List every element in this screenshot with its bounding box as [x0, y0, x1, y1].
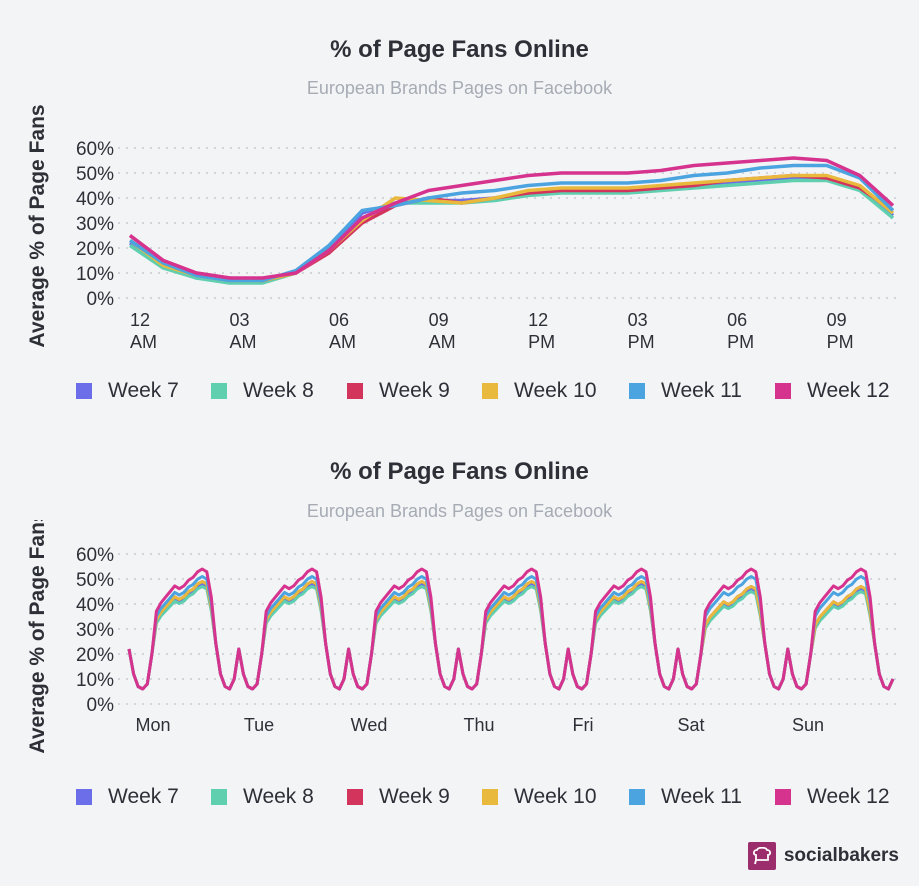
series-line	[128, 173, 895, 283]
legend-2: Week 7 Week 8 Week 9 Week 10 Week 11 Week 12	[76, 785, 905, 809]
x-tick-label: Sun	[792, 715, 824, 735]
y-tick-label: 40%	[76, 595, 114, 616]
legend-label: Week 12	[807, 379, 890, 402]
legend-swatch	[775, 383, 791, 399]
x-tick-label: AM	[130, 332, 157, 352]
series-line	[128, 156, 895, 280]
x-tick-label: Fri	[573, 715, 594, 735]
legend-swatch	[76, 789, 92, 805]
legend-label: Week 10	[514, 379, 597, 402]
y-tick-label: 0%	[87, 289, 115, 310]
y-tick-label: 40%	[76, 189, 114, 210]
y-tick-label: 10%	[76, 264, 114, 285]
line-chart-weekly: Average % of Page Fans 0% 10% 20% 30% 40% 50%…	[26, 520, 898, 754]
y-tick-label: 50%	[76, 164, 114, 185]
x-tick-label: PM	[528, 332, 555, 352]
series-line	[127, 567, 895, 691]
legend-label: Week 7	[108, 785, 179, 808]
line-chart-hourly: Average % of Page Fans 0% 10% 20% 30% 40% 50%…	[26, 104, 898, 352]
legend-swatch	[629, 383, 645, 399]
x-tick-label: 09	[827, 310, 847, 330]
legend-swatch	[211, 789, 227, 805]
y-tick-label: 20%	[76, 239, 114, 260]
legend-item[interactable]: Week 7	[76, 379, 211, 403]
y-tick-label: 20%	[76, 645, 114, 666]
y-tick-label: 30%	[76, 620, 114, 641]
x-tick-label: AM	[329, 332, 356, 352]
legend-swatch	[482, 383, 498, 399]
brand-name: socialbakers	[783, 845, 899, 866]
legend-item[interactable]: Week 10	[482, 379, 629, 403]
legend-item[interactable]: Week 10	[482, 785, 629, 809]
legend-label: Week 9	[379, 785, 450, 808]
x-tick-label: Tue	[244, 715, 274, 735]
series-line	[128, 173, 894, 283]
chart-title-1: % of Page Fans Online	[330, 36, 589, 63]
legend-label: Week 8	[243, 785, 314, 808]
legend-swatch	[775, 789, 791, 805]
y-tick-label: 10%	[76, 670, 114, 691]
legend-swatch	[482, 789, 498, 805]
legend-item[interactable]: Week 7	[76, 785, 211, 809]
series-line	[129, 178, 895, 285]
chef-hat-icon	[747, 842, 776, 870]
legend-item[interactable]: Week 11	[629, 785, 775, 809]
legend-item[interactable]: Week 8	[211, 379, 347, 403]
brand-logo: socialbakers	[747, 842, 899, 870]
legend-item[interactable]: Week 8	[211, 785, 347, 809]
x-tick-label: Wed	[351, 715, 388, 735]
x-tick-label: Sat	[677, 715, 704, 735]
chart-subtitle-2: European Brands Pages on Facebook	[306, 501, 613, 521]
x-tick-label: AM	[429, 332, 456, 352]
x-tick-label: 12	[528, 310, 548, 330]
legend-item[interactable]: Week 9	[347, 379, 482, 403]
legend-swatch	[347, 789, 363, 805]
legend-label: Week 10	[514, 785, 597, 808]
x-tick-label: 03	[230, 310, 250, 330]
y-tick-label: 0%	[87, 695, 115, 716]
x-tick-label: Mon	[135, 715, 170, 735]
legend-item[interactable]: Week 9	[347, 785, 482, 809]
legend-item[interactable]: Week 12	[775, 785, 905, 809]
legend-swatch	[211, 383, 227, 399]
legend-label: Week 12	[807, 785, 890, 808]
x-tick-label: PM	[827, 332, 854, 352]
x-tick-label: 09	[429, 310, 449, 330]
legend-label: Week 11	[661, 379, 742, 402]
x-tick-label: Thu	[463, 715, 494, 735]
x-tick-label: PM	[727, 332, 754, 352]
y-axis-label: Average % of Page Fans	[26, 520, 49, 754]
y-tick-label: 30%	[76, 214, 114, 235]
legend-item[interactable]: Week 11	[629, 379, 775, 403]
legend-label: Week 7	[108, 379, 179, 402]
legend-item[interactable]: Week 12	[775, 379, 905, 403]
chart-title-2: % of Page Fans Online	[330, 458, 589, 485]
legend-swatch	[347, 383, 363, 399]
chart-subtitle-1: European Brands Pages on Facebook	[306, 78, 613, 98]
x-tick-label: 12	[130, 310, 150, 330]
legend-swatch	[629, 789, 645, 805]
x-tick-label: 06	[727, 310, 747, 330]
y-tick-label: 50%	[76, 570, 114, 591]
legend-swatch	[76, 383, 92, 399]
legend-label: Week 11	[661, 785, 742, 808]
legend-label: Week 8	[243, 379, 314, 402]
legend-1: Week 7 Week 8 Week 9 Week 10 Week 11 Week 12	[76, 379, 905, 403]
y-tick-label: 60%	[76, 139, 114, 160]
x-tick-label: 06	[329, 310, 349, 330]
series-line	[129, 163, 895, 283]
x-tick-label: PM	[628, 332, 655, 352]
legend-label: Week 9	[379, 379, 450, 402]
x-tick-label: AM	[230, 332, 257, 352]
y-axis-label: Average % of Page Fans	[26, 104, 49, 347]
y-tick-label: 60%	[76, 545, 114, 566]
x-tick-label: 03	[628, 310, 648, 330]
